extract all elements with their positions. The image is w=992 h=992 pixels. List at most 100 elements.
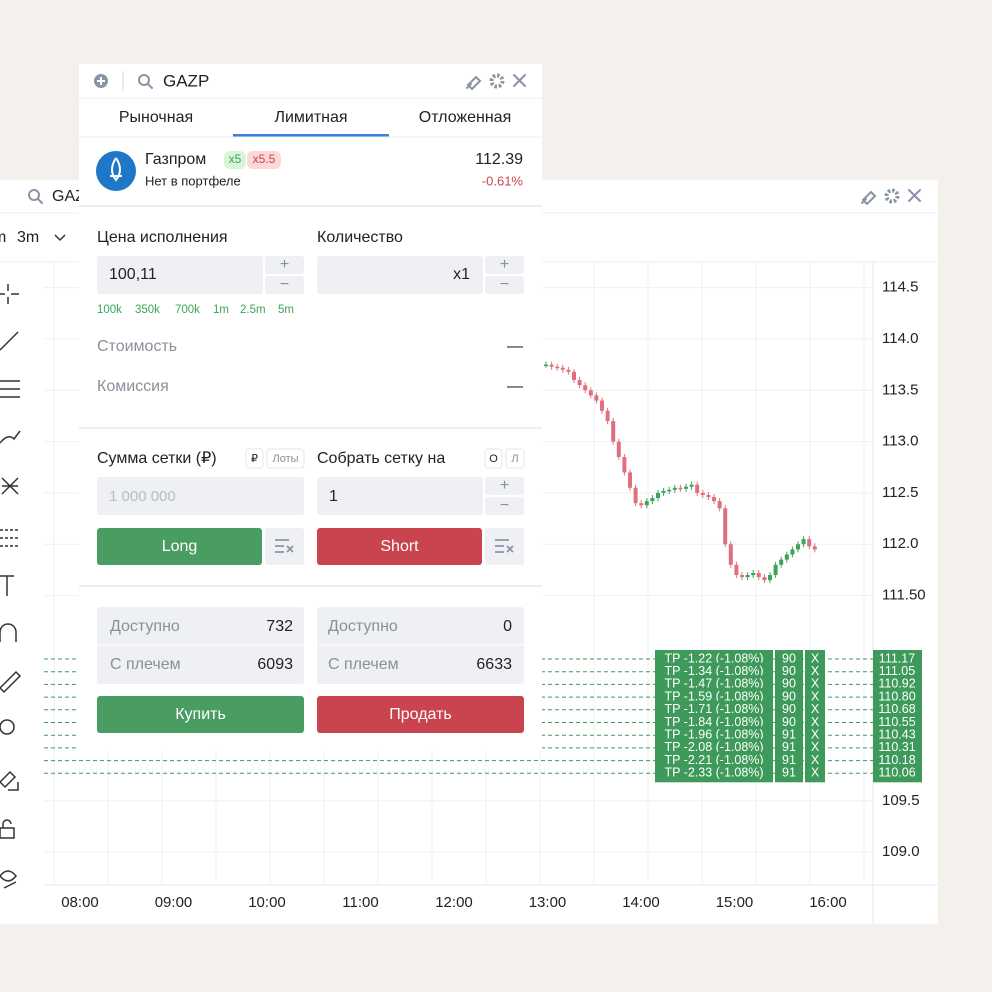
panel-ticker[interactable]: GAZP xyxy=(163,71,209,90)
buy-button-label[interactable]: Купить xyxy=(175,706,226,723)
candle xyxy=(706,494,711,498)
y-tick-label: 109.0 xyxy=(882,843,920,860)
order-label: TP -1.84 (-1.08%) xyxy=(664,715,763,729)
candle xyxy=(801,539,806,545)
order-cancel[interactable]: X xyxy=(811,715,820,729)
brush-tool[interactable] xyxy=(0,430,21,444)
order-cancel[interactable]: X xyxy=(811,677,820,691)
crosshair-tool[interactable] xyxy=(0,284,19,304)
candle xyxy=(622,457,627,473)
ruler-tool[interactable] xyxy=(0,670,22,694)
unit-option[interactable]: ₽ xyxy=(251,453,258,465)
order-label: TP -2.08 (-1.08%) xyxy=(664,740,763,754)
pin-icon[interactable] xyxy=(466,75,482,91)
timeframe[interactable]: 3m xyxy=(17,229,39,246)
short-button[interactable] xyxy=(317,528,482,565)
stepper-minus[interactable]: − xyxy=(280,276,289,293)
order-qty: 90 xyxy=(782,677,796,691)
hide-tool[interactable] xyxy=(0,870,17,889)
settings-icon[interactable] xyxy=(884,188,900,204)
candle xyxy=(656,492,660,499)
x-tick-label: 10:00 xyxy=(248,894,286,911)
candle xyxy=(756,572,761,578)
order-qty: 91 xyxy=(782,766,796,780)
pin-icon[interactable] xyxy=(861,190,877,206)
sell-button-label[interactable]: Продать xyxy=(389,706,452,723)
fib-tool[interactable] xyxy=(0,529,18,547)
stepper-down[interactable] xyxy=(485,497,524,515)
stepper-up[interactable] xyxy=(485,477,524,495)
quick-amount[interactable]: 2.5m xyxy=(240,304,266,316)
order-cancel[interactable]: X xyxy=(811,651,820,665)
levels-tool[interactable] xyxy=(0,380,20,398)
search-icon xyxy=(37,198,43,204)
zoom-tool[interactable] xyxy=(0,719,15,735)
grid-count-input[interactable] xyxy=(317,477,483,515)
unit-option[interactable]: О xyxy=(489,453,498,465)
unit-option[interactable]: Лоты xyxy=(272,453,298,465)
sell-button[interactable] xyxy=(317,696,524,733)
settings-icon[interactable] xyxy=(489,73,505,89)
line-tool[interactable] xyxy=(0,331,19,351)
lock-draw-tool[interactable] xyxy=(0,770,19,791)
magnet-tool[interactable] xyxy=(0,623,17,642)
tab[interactable]: Рыночная xyxy=(119,109,193,126)
stepper-down[interactable] xyxy=(265,276,304,294)
stepper-plus[interactable]: + xyxy=(500,256,509,273)
field-label: Количество xyxy=(317,229,403,246)
qty-input[interactable] xyxy=(317,256,483,294)
order-cancel[interactable]: X xyxy=(811,753,820,767)
order-cancel[interactable]: X xyxy=(811,727,820,741)
y-tick-label: 113.5 xyxy=(882,381,918,398)
instrument-logo xyxy=(110,157,122,182)
unit-toggle[interactable] xyxy=(505,448,525,469)
candle xyxy=(700,492,705,495)
stepper-up[interactable] xyxy=(265,256,304,274)
unlock-tool[interactable] xyxy=(0,819,15,839)
order-cancel[interactable]: X xyxy=(811,740,820,754)
stepper-plus[interactable]: + xyxy=(500,477,509,494)
long-button-label[interactable]: Long xyxy=(162,538,198,555)
quick-amount[interactable]: 350k xyxy=(135,304,160,316)
stepper-up[interactable] xyxy=(485,256,524,274)
price-input[interactable] xyxy=(97,256,263,294)
close-icon[interactable] xyxy=(513,74,526,87)
candle xyxy=(555,366,560,369)
quick-amount[interactable]: 1m xyxy=(213,304,229,316)
tab[interactable]: Отложенная xyxy=(419,109,512,126)
grid-sum-placeholder: 1 000 000 xyxy=(109,488,176,505)
close-icon[interactable] xyxy=(908,189,921,202)
order-cancel[interactable]: X xyxy=(811,689,820,703)
stepper-minus[interactable]: − xyxy=(500,497,509,514)
stepper-plus[interactable]: + xyxy=(280,256,289,273)
clear-button[interactable] xyxy=(265,528,304,565)
order-cancel[interactable]: X xyxy=(811,702,820,716)
instrument-change: -0.61% xyxy=(482,173,524,188)
grid-sum-input[interactable] xyxy=(97,477,304,515)
stepper-down[interactable] xyxy=(485,276,524,294)
unit-toggle[interactable] xyxy=(484,448,503,469)
candle xyxy=(712,497,716,502)
quick-amount[interactable]: 700k xyxy=(175,304,200,316)
order-cancel[interactable]: X xyxy=(811,664,820,678)
unit-toggle[interactable] xyxy=(245,448,264,469)
clear-button[interactable] xyxy=(485,528,524,565)
candle xyxy=(773,564,778,576)
order-cancel[interactable]: X xyxy=(811,766,820,780)
order-cancel-bg[interactable] xyxy=(805,764,825,783)
short-button-label[interactable]: Short xyxy=(380,538,419,555)
text-tool[interactable] xyxy=(0,575,14,596)
buy-button[interactable] xyxy=(97,696,304,733)
fee-value: — xyxy=(507,378,523,395)
stepper-minus[interactable]: − xyxy=(500,276,509,293)
pattern-tool[interactable] xyxy=(1,477,19,495)
quick-amount[interactable]: 100k xyxy=(97,304,122,316)
unit-toggle[interactable] xyxy=(266,448,305,469)
clear-icon xyxy=(275,539,294,553)
chevron[interactable] xyxy=(54,234,66,242)
x-tick-label: 14:00 xyxy=(622,894,660,911)
unit-option[interactable]: Л xyxy=(511,453,518,465)
tab[interactable]: Лимитная xyxy=(274,109,347,126)
long-button[interactable] xyxy=(97,528,262,565)
quick-amount[interactable]: 5m xyxy=(278,304,294,316)
